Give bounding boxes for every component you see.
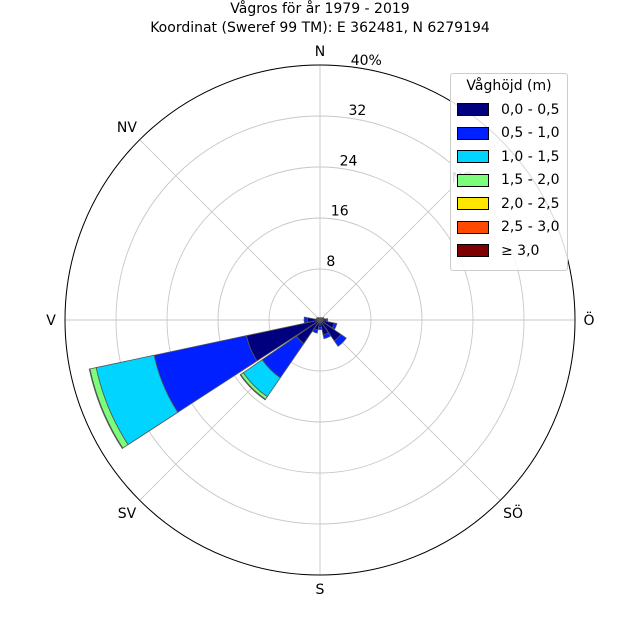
legend-swatch — [457, 173, 489, 187]
legend-label: 1,0 - 1,5 — [501, 148, 560, 165]
legend-swatch — [457, 126, 489, 140]
radial-tick-label: 16 — [331, 204, 349, 220]
radial-tick-labels: 8 16 24 32 40% — [326, 53, 381, 270]
legend-swatch — [457, 103, 489, 117]
direction-label: V — [46, 313, 56, 329]
radial-tick-label: 32 — [349, 103, 367, 119]
legend-title: Våghöjd (m) — [466, 78, 552, 94]
rose-sector-segment — [322, 332, 331, 340]
legend-label: 0,5 - 1,0 — [501, 125, 560, 142]
radial-tick-label: 8 — [326, 254, 335, 270]
legend-label: 2,0 - 2,5 — [501, 195, 560, 212]
direction-label: NV — [117, 120, 137, 136]
legend-entry: 1,5 - 2,0 — [457, 169, 561, 193]
rose-sector-segment — [239, 373, 267, 401]
direction-label: SV — [118, 506, 137, 522]
legend-entry: ≥ 3,0 — [457, 239, 561, 263]
rose-sector-segment — [331, 322, 338, 330]
legend-entry: 2,0 - 2,5 — [457, 192, 561, 216]
radial-tick-label: 40% — [351, 53, 382, 69]
chart-subtitle: Koordinat (Sweref 99 TM): E 362481, N 62… — [150, 20, 490, 36]
direction-label: S — [316, 582, 325, 598]
rose-sector-segment — [303, 316, 308, 324]
legend-swatch — [457, 150, 489, 164]
legend-entry: 0,0 - 0,5 — [457, 98, 561, 122]
legend-swatch — [457, 220, 489, 234]
direction-label: N — [315, 44, 325, 60]
direction-label: Ö — [583, 311, 594, 329]
legend: Våghöjd (m) 0,0 - 0,5 0,5 - 1,0 1,0 - 1,5 1… — [450, 73, 568, 271]
rose-sector-segment — [88, 368, 124, 450]
legend-label: ≥ 3,0 — [501, 242, 540, 259]
legend-label: 0,0 - 0,5 — [501, 101, 560, 118]
rose-sector-segment — [333, 333, 347, 347]
rose-sector-segment — [316, 316, 320, 320]
legend-entry: 1,0 - 1,5 — [457, 145, 561, 169]
legend-swatch — [457, 244, 489, 258]
legend-entry: 0,5 - 1,0 — [457, 122, 561, 146]
rose-sectors — [88, 316, 347, 450]
legend-label: 1,5 - 2,0 — [501, 172, 560, 189]
radial-tick-label: 24 — [340, 153, 358, 169]
legend-swatch — [457, 197, 489, 211]
rose-sector-segment — [317, 327, 323, 330]
grid-spoke — [319, 319, 501, 501]
direction-label: SÖ — [503, 504, 523, 522]
legend-entries: 0,0 - 0,5 0,5 - 1,0 1,0 - 1,5 1,5 - 2,0 2,0 … — [457, 98, 561, 263]
rose-sector-segment — [318, 317, 321, 319]
outer-circle — [64, 64, 576, 576]
grid-spoke — [139, 139, 321, 321]
legend-entry: 2,5 - 3,0 — [457, 216, 561, 240]
chart-title: Vågros för år 1979 - 2019 — [230, 1, 410, 17]
legend-label: 2,5 - 3,0 — [501, 219, 560, 236]
